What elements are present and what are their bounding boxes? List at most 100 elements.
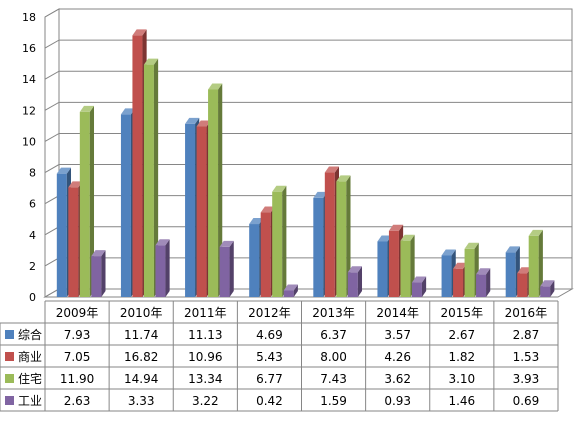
- bar-side: [357, 266, 363, 297]
- data-value-label: 4.69: [256, 328, 283, 342]
- y-tick-label: 0: [29, 291, 36, 304]
- gridline: [44, 70, 572, 80]
- gridline: [44, 164, 572, 173]
- bar: [336, 175, 351, 297]
- data-value-label: 3.22: [192, 394, 219, 408]
- bar-front: [441, 255, 452, 297]
- bar-top: [441, 249, 456, 256]
- data-value-label: 1.46: [448, 394, 475, 408]
- data-value-label: 5.43: [256, 350, 283, 364]
- data-value-label: 6.77: [256, 372, 283, 386]
- bar-front: [505, 252, 516, 297]
- bar: [540, 280, 555, 297]
- legend-swatch: [5, 330, 14, 339]
- bar-front: [464, 248, 475, 297]
- data-value-label: 0.93: [384, 394, 411, 408]
- data-value-label: 0.69: [513, 394, 540, 408]
- bar: [528, 229, 543, 297]
- data-value-label: 2.87: [513, 328, 540, 342]
- data-value-label: 13.34: [188, 372, 222, 386]
- legend-label: 商业: [18, 349, 42, 364]
- bar-front: [476, 274, 487, 297]
- bar: [155, 239, 170, 297]
- bar: [411, 276, 427, 297]
- data-value-label: 2.67: [448, 328, 475, 342]
- bar-front: [272, 191, 283, 297]
- y-tick-label: 14: [22, 73, 36, 86]
- legend-label: 工业: [18, 394, 42, 408]
- bar-top: [464, 242, 479, 249]
- legend-label: 综合: [18, 327, 42, 342]
- y-tick-label: 6: [29, 198, 36, 211]
- bar-front: [79, 111, 90, 297]
- gridline: [44, 39, 572, 49]
- bar-top: [400, 234, 415, 241]
- bar: [91, 250, 106, 297]
- bar-top: [505, 246, 520, 253]
- y-axis-ticks: 0 2 4 6 8 10 12 14 16 18: [22, 11, 36, 304]
- x-category-label: 2010年: [120, 306, 163, 320]
- bar-top: [517, 267, 532, 274]
- bar-top: [91, 250, 106, 257]
- bar-front: [260, 212, 271, 297]
- data-value-label: 1.82: [448, 350, 475, 364]
- bar-side: [229, 240, 234, 297]
- bar-top: [68, 181, 83, 188]
- bar-top: [411, 276, 427, 283]
- y-tick-label: 2: [29, 260, 36, 273]
- bar-front: [143, 64, 154, 297]
- bar-front: [120, 114, 131, 297]
- bar-front: [388, 230, 399, 297]
- data-value-label: 4.26: [384, 350, 411, 364]
- bar-front: [528, 235, 539, 297]
- data-value-label: 7.05: [64, 350, 91, 364]
- bar-top: [453, 262, 468, 269]
- bar-side: [550, 280, 555, 297]
- x-category-label: 2013年: [312, 306, 355, 320]
- y-tick-label: 8: [29, 167, 36, 180]
- bar: [347, 266, 363, 297]
- bar-top: [313, 191, 328, 198]
- bar-front: [400, 240, 411, 297]
- bar: [143, 58, 159, 297]
- bar: [79, 105, 95, 297]
- bar-front: [377, 241, 388, 297]
- bar-top: [272, 185, 287, 192]
- y-tick-label: 12: [22, 104, 36, 117]
- bar-top: [132, 29, 147, 36]
- y-tick-label: 16: [22, 42, 36, 55]
- bar-top: [155, 239, 170, 246]
- bar-side: [218, 83, 223, 297]
- data-value-label: 2.63: [64, 394, 91, 408]
- data-value-label: 6.37: [320, 328, 347, 342]
- bar-top: [377, 235, 392, 242]
- y-tick-label: 18: [22, 11, 36, 24]
- data-value-label: 16.82: [124, 350, 158, 364]
- x-category-label: 2016年: [505, 306, 548, 320]
- data-value-label: 1.53: [513, 350, 540, 364]
- bar-top: [185, 117, 200, 124]
- bar-top: [347, 266, 363, 273]
- bar-front: [249, 224, 260, 297]
- data-value-label: 1.59: [320, 394, 347, 408]
- bar: [208, 83, 223, 297]
- bar-front: [155, 245, 166, 297]
- bar-top: [219, 240, 234, 247]
- data-value-label: 11.13: [188, 328, 222, 342]
- bar-side: [538, 229, 543, 297]
- data-value-label: 3.93: [513, 372, 540, 386]
- gridline: [44, 101, 572, 111]
- data-value-label: 3.62: [384, 372, 411, 386]
- data-value-label: 0.42: [256, 394, 283, 408]
- bar-side: [101, 250, 106, 297]
- bar-top: [528, 229, 543, 236]
- bar-side: [346, 175, 351, 297]
- bar-front: [453, 268, 464, 297]
- bar-front: [56, 173, 67, 297]
- bar-top: [79, 105, 95, 112]
- bar-front: [336, 181, 347, 297]
- bar-side: [165, 239, 170, 297]
- data-value-label: 7.43: [320, 372, 347, 386]
- bar-top: [388, 224, 404, 231]
